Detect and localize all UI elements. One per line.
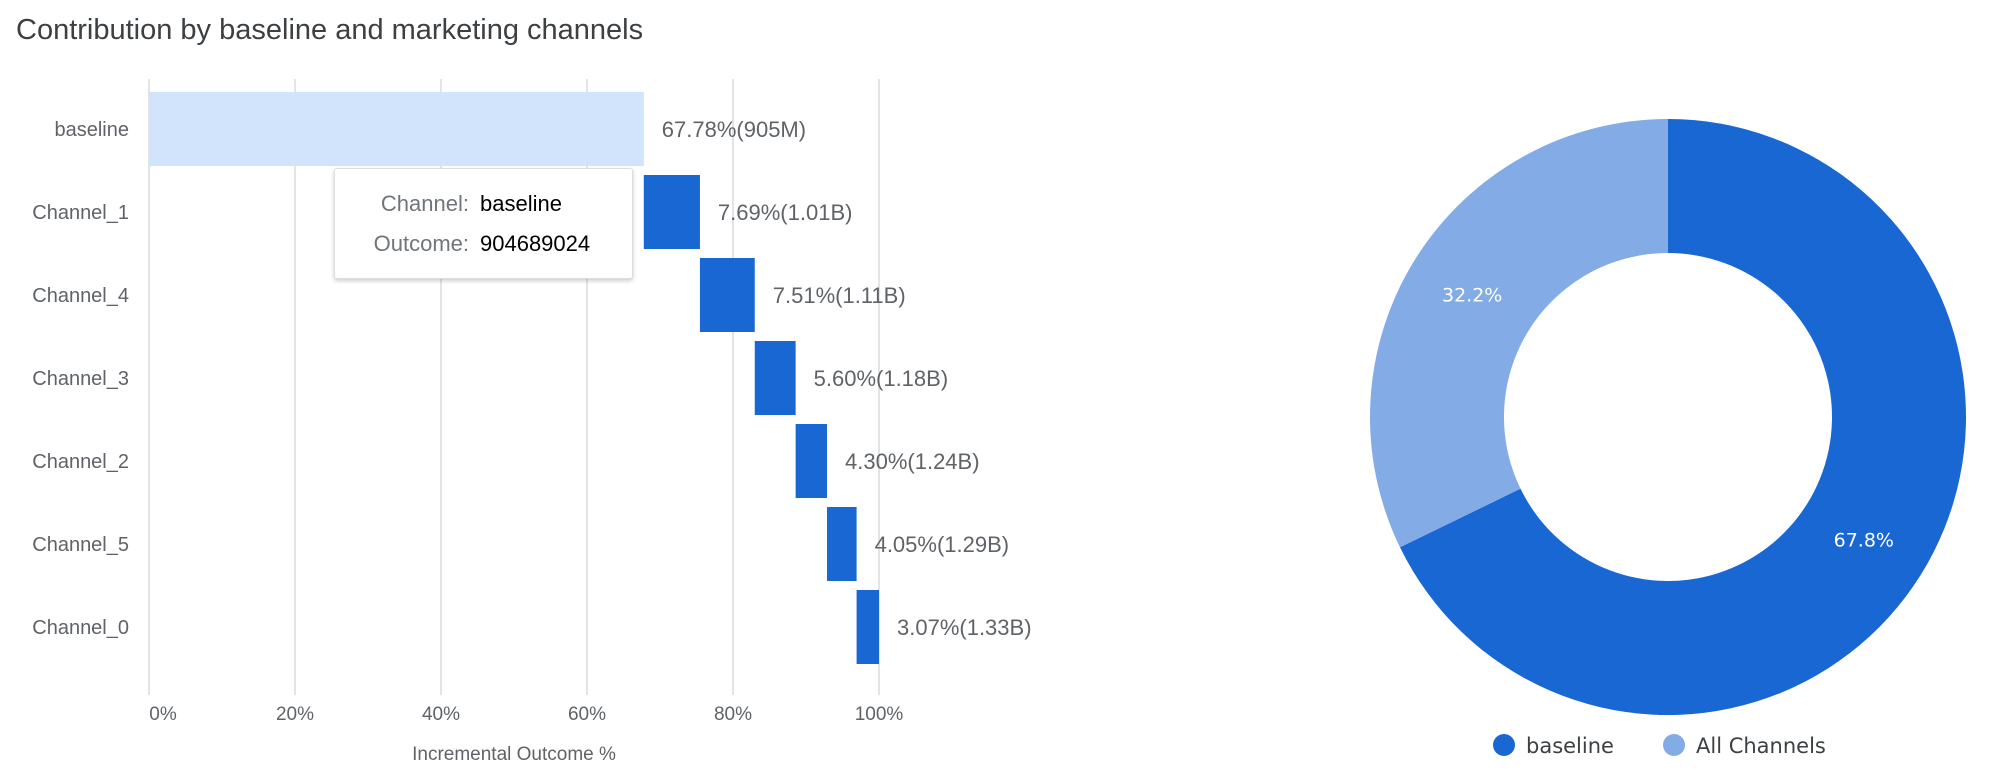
bar-Channel_5: [827, 507, 857, 581]
legend-label: baseline: [1526, 734, 1614, 758]
data-label: 3.07%(1.33B): [897, 615, 1032, 640]
tooltip-channel-value: baseline: [480, 191, 562, 216]
legend-swatch: [1493, 734, 1515, 756]
bar-Channel_0: [856, 590, 879, 664]
tooltip: Channel: baseline Outcome: 904689024: [334, 168, 633, 279]
data-label: 7.51%(1.11B): [773, 283, 906, 308]
x-tick-label: 20%: [276, 704, 314, 725]
donut-slice-all-channels: [1370, 119, 1668, 548]
donut-slice-baseline: [1399, 119, 1966, 715]
tooltip-channel-label: Channel:: [380, 191, 469, 216]
data-label: 67.78%(905M): [662, 117, 806, 142]
bar-Channel_4: [699, 258, 755, 332]
bar-baseline: [149, 92, 644, 166]
data-label: 5.60%(1.18B): [814, 366, 949, 391]
bar-Channel_2: [795, 424, 828, 498]
chart-title: Contribution by baseline and marketing c…: [16, 14, 644, 46]
y-tick-label: Channel_0: [32, 617, 129, 639]
data-label: 4.30%(1.24B): [845, 449, 980, 474]
y-tick-label: baseline: [54, 119, 129, 141]
y-tick-label: Channel_2: [32, 451, 129, 473]
y-tick-label: Channel_4: [32, 285, 129, 307]
x-tick-label: 60%: [568, 704, 606, 725]
slice-label: 32.2%: [1442, 284, 1502, 306]
x-tick-label: 100%: [855, 704, 904, 725]
slice-label: 67.8%: [1834, 530, 1894, 552]
bar-Channel_3: [754, 341, 796, 415]
x-tick-label: 0%: [149, 704, 177, 725]
x-tick-label: 40%: [422, 704, 460, 725]
y-tick-label: Channel_1: [32, 202, 129, 224]
bar-Channel_1: [643, 175, 700, 249]
data-label: 4.05%(1.29B): [875, 532, 1010, 557]
x-axis-label: Incremental Outcome %: [412, 744, 616, 765]
y-tick-label: Channel_5: [32, 534, 129, 556]
tooltip-outcome-value: 904689024: [480, 231, 591, 256]
legend-swatch: [1663, 734, 1685, 756]
x-tick-label: 80%: [714, 704, 752, 725]
data-label: 7.69%(1.01B): [718, 200, 853, 225]
tooltip-outcome-label: Outcome:: [373, 231, 469, 256]
y-tick-label: Channel_3: [32, 368, 129, 390]
legend-label: All Channels: [1696, 734, 1826, 758]
